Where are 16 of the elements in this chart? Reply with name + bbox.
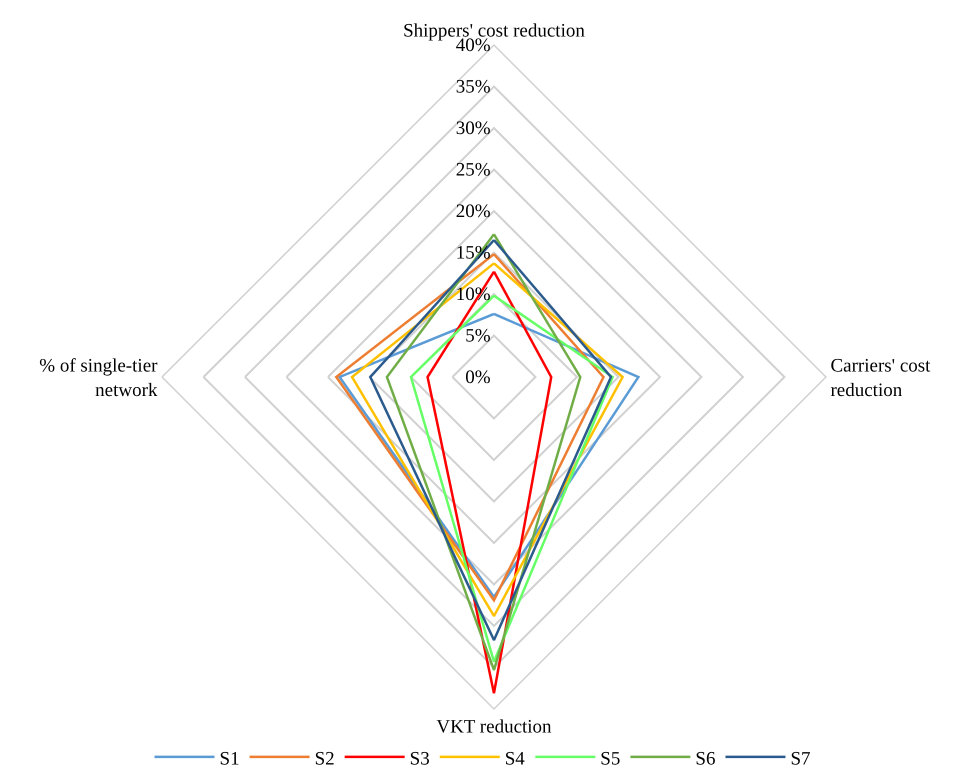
legend-label: S4 (504, 748, 526, 770)
legend-label: S7 (790, 748, 811, 770)
legend-label: S5 (600, 748, 620, 770)
y-tick-label: 30% (456, 118, 491, 140)
y-tick-label: 25% (456, 160, 491, 181)
legend-label: S3 (410, 748, 430, 770)
y-tick-label: 35% (456, 76, 491, 98)
legend-label: S1 (220, 748, 240, 770)
y-tick-label: 20% (456, 201, 491, 222)
spoke-label: % of single-tier network (39, 355, 158, 402)
legend-label: S6 (695, 748, 716, 770)
spoke-label: VKT reduction (436, 716, 552, 738)
spoke-label: Carriers' cost reduction (830, 355, 932, 402)
legend-label: S2 (314, 748, 335, 770)
y-tick-label: 5% (465, 326, 491, 347)
y-tick-label: 0% (465, 367, 491, 388)
